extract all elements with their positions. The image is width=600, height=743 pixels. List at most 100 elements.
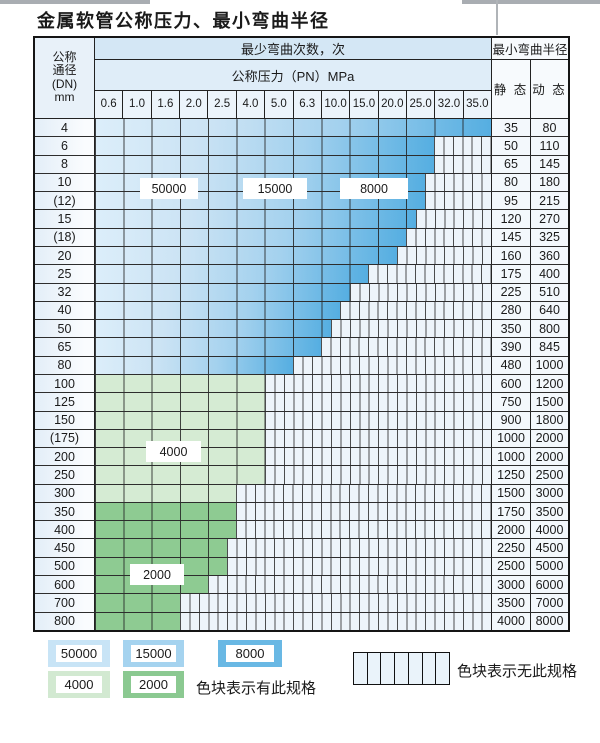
static-value: 2250 — [491, 539, 530, 557]
legend-hatch-cell — [367, 653, 382, 684]
table-row: 350 1750 3500 — [35, 502, 568, 522]
no-spec-range — [236, 521, 491, 539]
static-value: 1750 — [491, 502, 530, 521]
radius-header: 最小弯曲半径 — [491, 38, 568, 60]
table-row: 15 120 270 — [35, 210, 568, 229]
no-spec-range — [179, 612, 491, 630]
pressure-header-cell: 10.0 — [322, 91, 351, 118]
dynamic-value: 510 — [530, 283, 568, 301]
pressure-values-row: 0.6 1.0 1.6 2.0 2.5 4.0 5.0 6.3 10.0 15.0 20.0 25.0… — [95, 91, 491, 118]
static-value: 50 — [491, 137, 530, 155]
table-row: 50 350 800 — [35, 320, 568, 339]
spec-range — [95, 612, 180, 630]
static-value: 350 — [491, 320, 530, 338]
dynamic-value: 800 — [530, 320, 568, 338]
static-value: 2500 — [491, 557, 530, 576]
table-row: 500 2500 5000 — [35, 557, 568, 577]
table-row: 65 390 845 — [35, 338, 568, 357]
spec-range — [95, 320, 331, 338]
static-value: 4000 — [491, 612, 530, 630]
dynamic-value: 7000 — [530, 594, 568, 612]
dn-cell: 100 — [35, 374, 95, 393]
legend-hatch-cell — [395, 653, 409, 684]
dynamic-value: 2500 — [530, 466, 568, 484]
dynamic-value: 6000 — [530, 576, 568, 594]
legend-hatch-cell — [354, 653, 368, 684]
spec-range — [95, 521, 237, 539]
pressure-cells-area — [95, 539, 491, 557]
dn-cell: 80 — [35, 356, 95, 374]
spec-range — [95, 137, 435, 155]
dynamic-value: 4000 — [530, 521, 568, 539]
dynamic-value: 1800 — [530, 411, 568, 429]
table-row: (18) 145 325 — [35, 228, 568, 247]
table-row: 450 2250 4500 — [35, 539, 568, 558]
dynamic-value: 5000 — [530, 557, 568, 576]
static-value: 175 — [491, 265, 530, 283]
spec-range — [95, 338, 322, 356]
dn-header-line: mm — [54, 90, 75, 105]
dn-cell: 200 — [35, 448, 95, 466]
pressure-header-cell: 15.0 — [350, 91, 379, 118]
cycle-count-label: 4000 — [146, 441, 201, 462]
dynamic-value: 3500 — [530, 502, 568, 521]
spec-range — [95, 502, 237, 521]
pressure-cells-area — [95, 576, 491, 594]
spec-range — [95, 265, 369, 283]
table-header: 公称 通径 (DN) mm 最少弯曲次数，次 公称压力（PN）MPa 0.6 1.… — [35, 38, 568, 119]
legend-swatch: 2000 — [123, 671, 184, 698]
legend-swatch: 50000 — [48, 640, 110, 667]
dn-header-line: 通径 — [52, 63, 77, 78]
dynamic-value: 1000 — [530, 356, 568, 374]
dn-cell: 8 — [35, 155, 95, 173]
table-body: 4 35 80 6 50 110 8 65 145 10 80 180 (12) 95 215 15 120 27… — [35, 119, 568, 630]
table-row: 600 3000 6000 — [35, 576, 568, 595]
no-spec-range — [434, 155, 491, 173]
pressure-cells-area — [95, 246, 491, 265]
dn-cell: 15 — [35, 210, 95, 228]
static-value: 3500 — [491, 594, 530, 612]
spec-range — [95, 246, 397, 265]
legend-swatch: 15000 — [123, 640, 184, 667]
no-spec-range — [396, 246, 491, 265]
no-spec-range — [264, 393, 491, 411]
static-value: 120 — [491, 210, 530, 228]
legend-hatch-cell — [381, 653, 396, 684]
no-spec-range — [406, 228, 491, 246]
table-row: 125 750 1500 — [35, 393, 568, 412]
legend-swatch: 4000 — [48, 671, 110, 698]
spec-range — [95, 228, 407, 246]
no-spec-range — [227, 539, 491, 557]
no-spec-range — [236, 502, 491, 521]
legend-swatch-label: 4000 — [56, 676, 102, 693]
static-value: 1500 — [491, 484, 530, 502]
table-row: 800 4000 8000 — [35, 612, 568, 630]
no-spec-range — [264, 374, 491, 393]
pressure-cells-area — [95, 612, 491, 630]
static-value: 1000 — [491, 448, 530, 466]
dn-header-line: 公称 — [52, 49, 77, 64]
dn-cell: 32 — [35, 283, 95, 301]
dn-cell: 500 — [35, 557, 95, 576]
pressure-cells-area — [95, 283, 491, 301]
dn-header-line: (DN) — [51, 76, 78, 91]
table-row: 20 160 360 — [35, 246, 568, 266]
spec-range — [95, 411, 265, 429]
table-row: 80 480 1000 — [35, 356, 568, 375]
legend-swatch-label: 8000 — [226, 645, 274, 662]
no-spec-range — [330, 320, 491, 338]
dn-cell: 350 — [35, 502, 95, 521]
spec-range — [95, 466, 265, 484]
dn-cell: 10 — [35, 173, 95, 192]
dn-cell: 50 — [35, 320, 95, 338]
dn-cell: 250 — [35, 466, 95, 484]
page-title: 金属软管公称压力、最小弯曲半径 — [37, 11, 330, 31]
legend-swatch-label: 50000 — [56, 645, 102, 662]
no-spec-range — [264, 448, 491, 466]
dn-cell: 40 — [35, 301, 95, 320]
pressure-header: 公称压力（PN）MPa — [95, 60, 491, 91]
no-spec-range — [434, 137, 491, 155]
dn-cell: 150 — [35, 411, 95, 429]
pressure-cells-area — [95, 301, 491, 320]
legend-no-spec-swatch — [353, 652, 450, 685]
